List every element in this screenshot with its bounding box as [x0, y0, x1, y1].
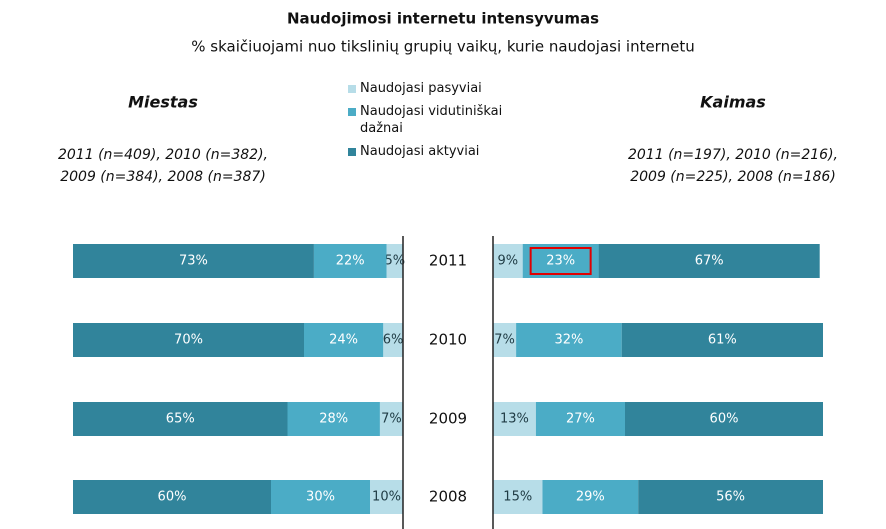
- panel-note: 2009 (n=225), 2008 (n=186): [630, 169, 836, 185]
- bar-segment: [73, 402, 288, 436]
- bar-segment: [379, 402, 403, 436]
- chart-title: Naudojimosi internetu intensyvumas: [287, 10, 599, 28]
- legend-label: Naudojasi vidutiniškai dažnai: [360, 104, 503, 136]
- legend-item: Naudojasi vidutiniškai dažnai: [348, 103, 538, 137]
- bar-segment: [535, 402, 625, 436]
- bar-segment: [386, 244, 403, 278]
- panel-title: Kaimas: [700, 93, 766, 112]
- value-label: 22%: [336, 254, 365, 269]
- bar-segment: [621, 323, 823, 357]
- value-label: 73%: [179, 254, 208, 269]
- bar-segment: [598, 244, 820, 278]
- bar-segment: [493, 480, 543, 514]
- panel-title: Miestas: [128, 93, 198, 112]
- legend-swatch: [348, 148, 356, 156]
- bar-segment: [73, 244, 314, 278]
- category-label: 2011: [429, 252, 467, 270]
- bar-segment: [516, 323, 622, 357]
- value-label: 32%: [554, 333, 583, 348]
- bar-segment: [493, 244, 523, 278]
- value-label: 23%: [546, 254, 575, 269]
- bar-segment: [625, 402, 823, 436]
- value-label: 9%: [498, 254, 519, 269]
- value-label: 24%: [329, 333, 358, 348]
- legend-item: Naudojasi pasyviai: [348, 80, 538, 97]
- panel-note: 2011 (n=197), 2010 (n=216),: [628, 147, 838, 163]
- value-label: 60%: [710, 412, 739, 427]
- legend-label: Naudojasi pasyviai: [360, 81, 482, 96]
- bar-segment: [304, 323, 384, 357]
- value-label: 28%: [319, 412, 348, 427]
- bar-segment: [493, 402, 536, 436]
- legend: Naudojasi pasyviai Naudojasi vidutiniškai…: [348, 80, 538, 166]
- legend-swatch: [348, 108, 356, 116]
- bar-segment: [271, 480, 370, 514]
- value-label: 67%: [695, 254, 724, 269]
- value-label: 70%: [174, 333, 203, 348]
- bar-segment: [493, 323, 517, 357]
- value-label: 6%: [383, 333, 404, 348]
- value-label: 61%: [708, 333, 737, 348]
- highlight-box: [529, 247, 592, 275]
- bar-segment: [542, 480, 639, 514]
- bar-segment: [73, 480, 271, 514]
- category-label: 2009: [429, 410, 467, 428]
- value-label: 7%: [381, 412, 402, 427]
- bar-segment: [522, 244, 599, 278]
- bar-segment: [383, 323, 403, 357]
- value-label: 27%: [566, 412, 595, 427]
- value-label: 65%: [166, 412, 195, 427]
- value-label: 10%: [372, 490, 401, 505]
- panel-note: 2011 (n=409), 2010 (n=382),: [58, 147, 268, 163]
- bar-segment: [313, 244, 387, 278]
- value-label: 7%: [494, 333, 515, 348]
- bar-segment: [73, 323, 304, 357]
- value-label: 56%: [716, 490, 745, 505]
- value-label: 15%: [503, 490, 532, 505]
- value-label: 30%: [306, 490, 335, 505]
- value-label: 5%: [384, 254, 405, 269]
- bar-segment: [370, 480, 403, 514]
- legend-label: Naudojasi aktyviai: [360, 144, 480, 159]
- bar-segment: [287, 402, 380, 436]
- bar-segment: [638, 480, 823, 514]
- value-label: 29%: [576, 490, 605, 505]
- category-label: 2008: [429, 488, 467, 506]
- panel-note: 2009 (n=384), 2008 (n=387): [60, 169, 266, 185]
- legend-swatch: [348, 85, 356, 93]
- chart-subtitle: % skaičiuojami nuo tikslinių grupių vaik…: [191, 38, 694, 56]
- value-label: 60%: [158, 490, 187, 505]
- value-label: 13%: [500, 412, 529, 427]
- legend-item: Naudojasi aktyviai: [348, 143, 538, 160]
- category-label: 2010: [429, 331, 467, 349]
